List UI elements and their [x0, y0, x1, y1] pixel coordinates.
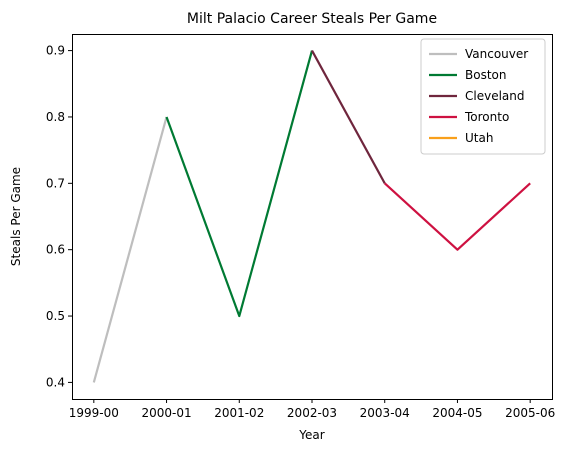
legend-label-toronto: Toronto: [464, 110, 509, 124]
y-axis-label: Steals Per Game: [9, 167, 23, 266]
legend-label-boston: Boston: [465, 68, 506, 82]
x-tick-label: 1999-00: [69, 406, 119, 420]
x-tick-label: 2004-05: [432, 406, 482, 420]
chart-title: Milt Palacio Career Steals Per Game: [187, 11, 437, 27]
x-tick-label: 2005-06: [505, 406, 555, 420]
y-axis: 0.4 0.5 0.6 0.7 0.8 0.9: [46, 44, 72, 389]
y-tick-label: 0.9: [46, 44, 65, 58]
x-axis: 1999-00 2000-01 2001-02 2002-03 2003-04 2004-…: [69, 399, 555, 420]
legend-label-utah: Utah: [465, 131, 493, 145]
plot-area: 1999-00 2000-01 2001-02 2002-03 2003-04 2004-…: [46, 34, 555, 420]
series-line-toronto: [383, 182, 531, 251]
legend-box: [420, 38, 546, 155]
series-layer: [92, 50, 531, 383]
y-tick-label: 0.5: [46, 309, 65, 323]
x-tick-label: 2000-01: [141, 406, 191, 420]
x-tick-label: 2001-02: [214, 406, 264, 420]
y-tick-label: 0.7: [46, 176, 65, 190]
x-axis-label: Year: [298, 428, 324, 442]
series-line-vancouver: [92, 116, 168, 383]
series-line-cleveland: [311, 50, 386, 184]
legend-label-vancouver: Vancouver: [465, 47, 528, 61]
y-tick-label: 0.8: [46, 110, 65, 124]
legend: Vancouver Boston Cleveland Toronto Utah: [420, 38, 546, 155]
series-line-boston: [165, 50, 314, 318]
x-tick-label: 2002-03: [287, 406, 337, 420]
legend-label-cleveland: Cleveland: [465, 89, 525, 103]
x-tick-label: 2003-04: [360, 406, 410, 420]
legend-items: Vancouver Boston Cleveland Toronto Utah: [429, 47, 528, 145]
y-tick-label: 0.6: [46, 243, 65, 257]
y-tick-label: 0.4: [46, 375, 65, 389]
